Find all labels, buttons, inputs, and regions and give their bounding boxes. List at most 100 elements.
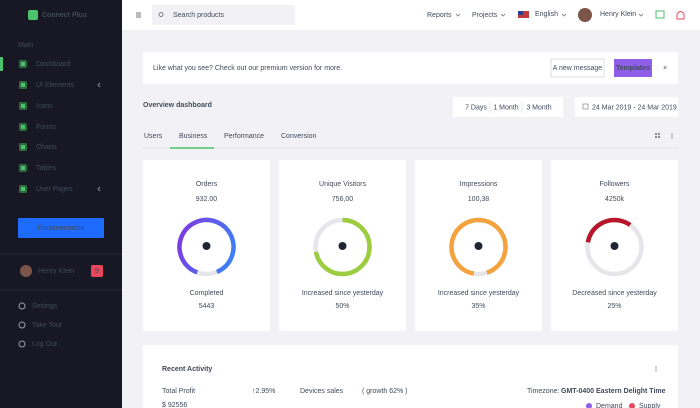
close-button[interactable]: × — [663, 65, 667, 72]
footer-link[interactable]: Take Tour — [32, 322, 63, 329]
mail-icon[interactable] — [655, 10, 665, 19]
card-value: 100,38 — [468, 196, 490, 203]
chevron-icon — [97, 82, 101, 88]
brand-logo — [28, 10, 38, 20]
top-menu[interactable]: Projects — [472, 12, 498, 19]
nav-icon-inner — [21, 83, 25, 87]
nav-item[interactable]: UI Elements — [36, 82, 75, 89]
nav-icon-inner — [21, 145, 25, 149]
card-title: Impressions — [460, 181, 498, 188]
top-avatar[interactable] — [578, 8, 592, 22]
page-title: Overview dashboard — [143, 102, 212, 109]
date-range[interactable]: 24 Mar 2019 - 24 Mar 2019 — [592, 104, 677, 111]
tab[interactable]: Users — [144, 133, 163, 140]
bell-icon[interactable] — [676, 11, 685, 20]
card-footer: 25% — [607, 303, 621, 310]
nav-item[interactable]: Icons — [36, 103, 53, 110]
section-label: Main — [18, 42, 33, 49]
card-icon — [338, 242, 347, 250]
top-user[interactable]: Henry Klein — [600, 11, 636, 18]
card-value: 756,00 — [332, 196, 354, 203]
grid-view-icon[interactable] — [655, 136, 657, 138]
card-title: Unique Visitors — [319, 181, 366, 188]
nav-icon-inner — [21, 166, 25, 170]
card-caption: Completed — [190, 290, 224, 297]
templates-label[interactable]: Templates — [616, 65, 650, 72]
language[interactable]: English — [535, 11, 558, 18]
range-option[interactable]: 1 Month — [493, 104, 518, 111]
date-picker[interactable] — [575, 97, 678, 117]
range-option[interactable]: 3 Month — [526, 104, 551, 111]
card-icon — [610, 242, 619, 250]
card-caption: Increased since yesterday — [438, 290, 520, 297]
flag-icon — [518, 11, 529, 18]
grid-view-icon[interactable] — [658, 136, 660, 138]
top-menu[interactable]: Reports — [427, 12, 452, 19]
message-button[interactable] — [550, 58, 605, 78]
card-caption: Decreased since yesterday — [572, 290, 657, 297]
grid-view-icon[interactable] — [655, 133, 657, 135]
range-option[interactable]: 7 Days — [465, 104, 487, 111]
brand-name: Connect Plus — [42, 12, 87, 19]
more-icon — [671, 135, 673, 137]
ring-progress — [449, 217, 508, 277]
footer-icon — [18, 340, 26, 348]
more-icon — [671, 133, 673, 135]
user-avatar — [20, 265, 32, 277]
search-icon — [158, 12, 164, 17]
card-footer: 35% — [471, 303, 485, 310]
profit-value: $ 92556 — [162, 402, 187, 408]
range-selector — [453, 97, 563, 117]
chevron-icon — [561, 13, 567, 17]
more-icon — [655, 368, 657, 370]
card-title: Orders — [196, 181, 218, 188]
footer-icon — [18, 302, 26, 310]
active-indicator — [0, 57, 3, 71]
nav-icon-inner — [21, 104, 25, 108]
nav-item[interactable]: User Pages — [36, 186, 73, 193]
ring-progress — [313, 217, 372, 277]
card-icon — [202, 242, 211, 250]
calendar-icon — [582, 103, 589, 110]
card-footer: 50% — [335, 303, 349, 310]
user-name: Henry Klein — [38, 268, 74, 275]
search-placeholder[interactable]: Search products — [173, 12, 224, 19]
message-label[interactable]: A new message — [553, 65, 603, 72]
grid-view-icon[interactable] — [658, 133, 660, 135]
chevron-icon — [97, 186, 101, 192]
tab[interactable]: Conversion — [281, 133, 317, 140]
chevron-icon — [455, 13, 461, 17]
documentation-button[interactable] — [18, 218, 104, 238]
footer-link[interactable]: Log Out — [32, 341, 57, 348]
ring-progress — [177, 217, 236, 277]
more-icon — [655, 370, 657, 372]
card-footer: 5443 — [199, 303, 215, 310]
more-icon — [655, 366, 657, 368]
card-value: 932.00 — [196, 196, 218, 203]
nav-icon-inner — [21, 62, 25, 66]
tab[interactable]: Business — [179, 133, 208, 140]
card-icon — [474, 242, 483, 250]
templates-button[interactable] — [614, 59, 652, 77]
badge-count: 9 — [95, 268, 99, 275]
search-box[interactable] — [152, 5, 295, 25]
card-caption: Increased since yesterday — [302, 290, 384, 297]
tab[interactable]: Performance — [224, 133, 264, 140]
flag-canton — [518, 11, 523, 15]
banner-text: Like what you see? Check out our premium… — [153, 65, 342, 72]
nav-item[interactable]: Tables — [36, 165, 57, 172]
nav-item[interactable]: Charts — [36, 144, 57, 151]
footer-link[interactable]: Settings — [32, 303, 58, 310]
sidebar — [0, 0, 122, 408]
footer-icon — [18, 321, 26, 329]
nav-item[interactable]: Forms — [36, 124, 56, 131]
nav-item[interactable]: Dashboard — [36, 61, 70, 68]
sales-title: Devices sales — [300, 388, 344, 395]
legend-label: Supply — [639, 403, 661, 408]
legend-label: Demand — [596, 403, 623, 408]
card-value: 4250k — [605, 196, 625, 203]
documentation-label[interactable]: Documentation — [37, 225, 84, 232]
legend-dot — [629, 403, 635, 408]
sales-growth: ( growth 62% ) — [362, 388, 408, 395]
